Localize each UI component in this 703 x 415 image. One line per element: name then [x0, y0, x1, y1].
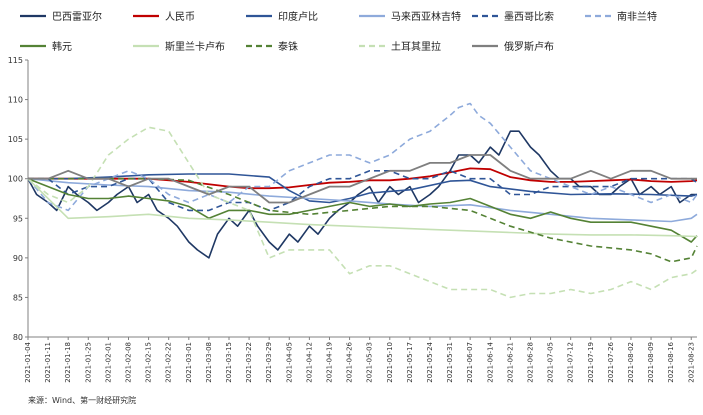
- legend-label: 土耳其里拉: [391, 40, 441, 53]
- legend-label: 马来西亚林吉特: [391, 10, 461, 23]
- legend-label: 南非兰特: [617, 10, 657, 23]
- x-tick-label: 2021-05-31: [446, 342, 454, 383]
- x-tick-label: 2021-07-05: [547, 342, 555, 383]
- series-line-7: [27, 177, 698, 243]
- x-tick-label: 2021-04-19: [325, 342, 333, 383]
- x-tick-label: 2021-05-10: [386, 342, 394, 383]
- y-tick-label: 110: [8, 96, 23, 105]
- x-tick-label: 2021-06-28: [526, 342, 534, 383]
- series-line-10: [27, 126, 698, 299]
- legend-label: 印度卢比: [278, 10, 318, 23]
- series-line-8: [27, 178, 698, 238]
- source-note: 来源：Wind、第一财经研究院: [28, 396, 137, 405]
- y-tick-label: 105: [8, 135, 23, 144]
- x-tick-label: 2021-06-14: [486, 341, 494, 382]
- x-tick-label: 2021-04-26: [346, 341, 354, 382]
- legend-label: 泰铢: [278, 40, 298, 53]
- series-line-3: [28, 173, 698, 204]
- series-line-2: [28, 167, 698, 190]
- x-tick-label: 2021-08-09: [647, 342, 655, 383]
- y-tick-label: 90: [13, 254, 23, 263]
- legend-label: 人民币: [165, 11, 195, 23]
- x-tick-label: 2021-01-04: [24, 341, 32, 382]
- x-axis: 2021-01-04 2021-01-11 2021-01-18 2021-01-25…: [24, 336, 697, 383]
- x-tick-label: 2021-04-05: [285, 342, 293, 383]
- y-tick-label: 100: [8, 175, 23, 184]
- x-tick-label: 2021-08-16: [667, 341, 675, 382]
- y-axis: 80 85 90 95 100 105 110 115: [8, 56, 29, 342]
- x-tick-label: 2021-02-22: [165, 342, 173, 383]
- x-tick-label: 2021-07-12: [567, 342, 575, 383]
- x-tick-label: 2021-03-22: [245, 342, 253, 383]
- x-tick-label: 2021-02-15: [145, 342, 153, 383]
- y-tick-label: 115: [8, 56, 23, 65]
- x-tick-label: 2021-02-08: [124, 342, 132, 383]
- x-tick-label: 2021-04-12: [305, 342, 313, 383]
- legend-label: 斯里兰卡卢布: [165, 40, 225, 53]
- y-tick-label: 95: [13, 214, 23, 223]
- y-tick-label: 85: [13, 293, 23, 302]
- x-tick-label: 2021-03-08: [205, 342, 213, 383]
- series-line-1: [27, 130, 697, 259]
- x-tick-label: 2021-08-23: [687, 342, 695, 383]
- x-tick-label: 2021-03-29: [265, 342, 273, 383]
- x-tick-label: 2021-01-11: [44, 342, 52, 383]
- x-tick-label: 2021-08-02: [627, 342, 635, 383]
- x-tick-label: 2021-03-15: [225, 342, 233, 383]
- legend-label: 俄罗斯卢布: [504, 40, 554, 53]
- x-tick-label: 2021-02-01: [104, 342, 112, 383]
- x-tick-label: 2021-03-01: [185, 342, 193, 383]
- series-line-9: [28, 177, 698, 263]
- x-tick-label: 2021-07-19: [587, 342, 595, 383]
- legend-label: 巴西雷亚尔: [52, 10, 102, 23]
- y-tick-label: 80: [13, 333, 23, 342]
- x-tick-label: 2021-07-26: [607, 341, 615, 382]
- x-tick-label: 2021-05-17: [406, 342, 414, 383]
- x-tick-label: 2021-05-03: [366, 342, 374, 383]
- x-tick-label: 2021-06-07: [466, 342, 474, 383]
- legend-label: 韩元: [52, 40, 72, 53]
- x-tick-label: 2021-01-25: [84, 342, 92, 383]
- x-tick-label: 2021-05-24: [426, 341, 434, 382]
- legend-label: 墨西哥比索: [504, 10, 554, 23]
- plot-series: [27, 102, 698, 299]
- x-tick-label: 2021-01-18: [64, 342, 72, 383]
- series-line-11: [28, 154, 697, 204]
- x-tick-label: 2021-06-21: [506, 342, 514, 383]
